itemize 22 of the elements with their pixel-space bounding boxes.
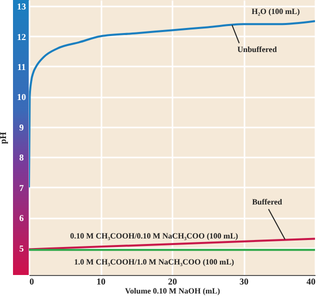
y-tick-label: 7 (19, 182, 24, 193)
series-label: H₂O (100 mL) (252, 7, 300, 16)
y-tick-label: 8 (19, 152, 24, 163)
x-tick-label: 20 (168, 276, 178, 286)
x-axis-title: Volume 0.10 M NaOH (mL) (124, 286, 220, 296)
y-tick-label: 9 (19, 122, 24, 132)
y-tick-label: 12 (17, 32, 26, 42)
x-tick-label: 10 (96, 276, 106, 286)
line-series (29, 20, 315, 188)
y-tick-label: 5 (19, 243, 24, 254)
x-tick-label: 0 (30, 276, 34, 286)
series-label: 1.0 M CH₃COOH/1.0 M NaCH₃COO (100 mL) (74, 258, 234, 267)
annotation: Buffered (252, 197, 283, 206)
x-tick-label: 40 (306, 276, 316, 286)
series-label: 0.10 M CH₃COOH/0.10 M NaCH₃COO (100 mL) (70, 232, 238, 241)
y-tick-label: 11 (17, 62, 26, 72)
y-tick-label: 10 (17, 92, 26, 102)
x-tick-label: 30 (240, 276, 249, 286)
y-tick-label: 6 (19, 213, 24, 224)
y-axis-title: pH (0, 132, 8, 144)
annotation: Unbuffered (237, 44, 278, 54)
y-tick-label: 13 (17, 2, 26, 12)
